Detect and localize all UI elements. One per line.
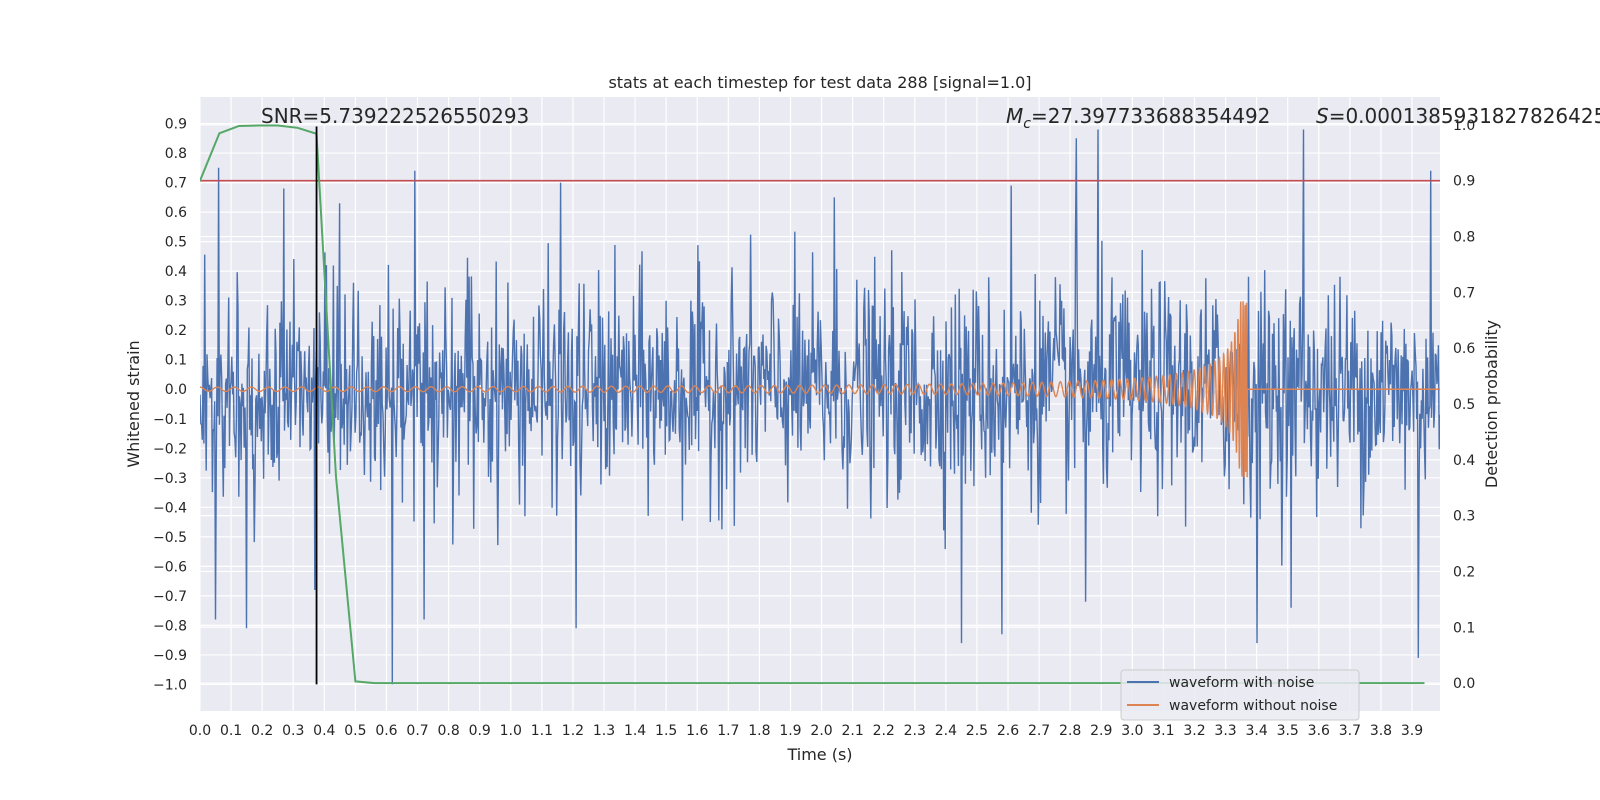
- y-tick-label: 0.1: [165, 353, 187, 369]
- x-tick-label: 1.3: [593, 723, 615, 739]
- y-tick-label: 0.5: [165, 235, 187, 251]
- x-tick-label: 1.8: [748, 723, 770, 739]
- x-tick-label: 2.4: [935, 723, 957, 739]
- x-tick-label: 2.7: [1028, 723, 1050, 739]
- x-tick-label: 3.5: [1277, 723, 1299, 739]
- y-tick-label: 0.7: [165, 176, 187, 192]
- x-tick-label: 1.9: [779, 723, 801, 739]
- y2-tick-label: 0.6: [1453, 341, 1475, 357]
- x-tick-label: 2.1: [841, 723, 863, 739]
- y-tick-label: −0.1: [153, 412, 187, 428]
- s-symbol: S: [1316, 104, 1329, 128]
- x-tick-label: 0.0: [189, 723, 211, 739]
- series-detection-probability: [200, 124, 1425, 685]
- x-tick-label: 0.4: [313, 723, 335, 739]
- x-tick-label: 1.0: [500, 723, 522, 739]
- y-tick-label: 0.0: [165, 382, 187, 398]
- x-tick-label: 0.2: [251, 723, 273, 739]
- x-tick-label: 0.9: [469, 723, 491, 739]
- x-tick-label: 2.3: [904, 723, 926, 739]
- x-tick-label: 2.5: [966, 723, 988, 739]
- y-tick-label: 0.3: [165, 294, 187, 310]
- chirp-mass-subscript: c: [1023, 116, 1031, 132]
- legend: waveform with noise waveform without noi…: [1120, 669, 1360, 721]
- x-axis-label: Time (s): [786, 745, 852, 764]
- x-tick-label: 2.0: [810, 723, 832, 739]
- y2-tick-label: 0.1: [1453, 620, 1475, 636]
- legend-box: [1120, 669, 1360, 721]
- y2-tick-label: 0.3: [1453, 509, 1475, 525]
- x-tick-label: 1.5: [655, 723, 677, 739]
- y-tick-label: 0.9: [165, 117, 187, 133]
- y-tick-label: −0.8: [153, 618, 187, 634]
- y-tick-label: −0.9: [153, 648, 187, 664]
- y2-tick-label: 0.2: [1453, 564, 1475, 580]
- x-tick-label: 1.4: [624, 723, 646, 739]
- snr-annotation: SNR=5.739222526550293: [261, 104, 529, 128]
- legend-entry-noisy: waveform with noise: [1169, 675, 1314, 691]
- x-tick-label: 2.6: [997, 723, 1019, 739]
- y2-tick-label: 0.4: [1453, 453, 1475, 469]
- y-tick-label: −0.5: [153, 530, 187, 546]
- series-waveform-without-noise: [200, 301, 1440, 478]
- x-tick-label: 0.7: [406, 723, 428, 739]
- y2-tick-label: 0.9: [1453, 174, 1475, 190]
- x-tick-label: 1.2: [562, 723, 584, 739]
- y-tick-label: 0.8: [165, 146, 187, 162]
- y2-tick-label: 0.5: [1453, 397, 1475, 413]
- s-value: =0.00013859318278264254: [1329, 104, 1600, 128]
- y2-tick-label: 0.7: [1453, 285, 1475, 301]
- y-axis-label: Whitened strain: [124, 340, 143, 467]
- y-tick-label: −0.4: [153, 500, 187, 516]
- x-tick-label: 3.2: [1183, 723, 1205, 739]
- x-tick-label: 0.8: [437, 723, 459, 739]
- y-tick-label: −0.2: [153, 441, 187, 457]
- series-group: [200, 124, 1440, 685]
- y-tick-label: 0.2: [165, 323, 187, 339]
- x-tick-label: 2.2: [873, 723, 895, 739]
- y2-tick-label: 0.0: [1453, 676, 1475, 692]
- y2-axis-label: Detection probability: [1482, 320, 1501, 488]
- y-tick-label: 0.6: [165, 205, 187, 221]
- x-tick-label: 3.7: [1339, 723, 1361, 739]
- x-tick-label: 3.6: [1308, 723, 1330, 739]
- x-tick-label: 3.9: [1401, 723, 1423, 739]
- x-tick-label: 1.1: [531, 723, 553, 739]
- y-tick-label: 0.4: [165, 264, 187, 280]
- x-tick-label: 0.3: [282, 723, 304, 739]
- x-tick-label: 0.1: [220, 723, 242, 739]
- y2-tick-label: 0.8: [1453, 230, 1475, 246]
- x-tick-label: 3.1: [1152, 723, 1174, 739]
- chirp-mass-value: =27.397733688354492: [1031, 104, 1270, 128]
- x-tick-label: 3.0: [1121, 723, 1143, 739]
- chart-title: stats at each timestep for test data 288…: [608, 73, 1031, 92]
- y-tick-label: −1.0: [153, 677, 187, 693]
- y-tick-label: −0.3: [153, 471, 187, 487]
- legend-entry-clean: waveform without noise: [1169, 698, 1337, 714]
- x-tick-label: 0.5: [344, 723, 366, 739]
- series-layer: [200, 124, 1440, 685]
- x-tick-label: 0.6: [375, 723, 397, 739]
- x-tick-label: 3.4: [1246, 723, 1268, 739]
- x-tick-label: 3.8: [1370, 723, 1392, 739]
- x-tick-label: 2.9: [1090, 723, 1112, 739]
- chirp-mass-annotation: Mc=27.397733688354492: [1006, 104, 1270, 132]
- y2-tick-label: 1.0: [1453, 118, 1475, 134]
- s-annotation: S=0.00013859318278264254: [1316, 104, 1600, 128]
- x-tick-label: 1.7: [717, 723, 739, 739]
- y-tick-label: −0.7: [153, 589, 187, 605]
- x-tick-label: 2.8: [1059, 723, 1081, 739]
- chirp-mass-symbol: M: [1006, 104, 1023, 128]
- series-waveform-with-noise: [200, 129, 1440, 685]
- ticks-layer: 0.0 0.1 0.2 0.3 0.4 0.5 0.6 0.7 0.8 0.9 1.0 1.1 1.2 1…: [153, 117, 1475, 739]
- x-tick-label: 1.6: [686, 723, 708, 739]
- x-tick-label: 3.3: [1214, 723, 1236, 739]
- y-tick-label: −0.6: [153, 559, 187, 575]
